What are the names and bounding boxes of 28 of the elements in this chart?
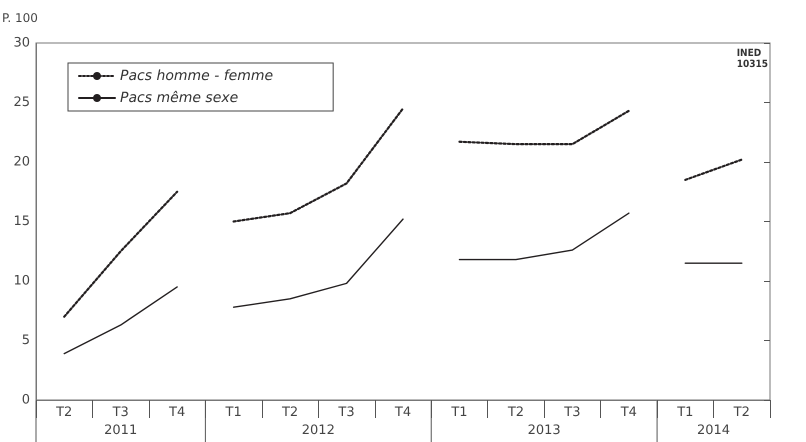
text: 2013 [528,423,561,438]
y-tick-label: 10 [13,274,30,288]
text: 2011 [104,423,138,438]
x-tick-label: T1 [676,405,694,420]
y-tick-label: 30 [13,36,30,50]
x-tick-label: T4 [394,405,412,420]
y-tick-label: 0 [22,392,30,408]
x-tick-label: T2 [506,405,524,420]
y-tick-label: 15 [13,214,30,229]
x-tick-label: T1 [450,405,468,420]
x-tick-label: T3 [112,405,129,420]
x-tick-label: T2 [280,405,298,420]
y-tick-label: 25 [13,95,30,110]
x-tick-label: T4 [620,405,637,420]
text: 2012 [302,423,335,438]
annotation: INED 10315 [736,48,768,70]
x-tick-label: T1 [224,405,242,420]
x-tick-label: T2 [732,405,750,420]
x-tick-label: T3 [563,405,580,420]
y-tick-label: 5 [22,333,30,348]
legend-label: Pacs homme - femme [120,68,274,84]
legend-label: Pacs même sexe [120,90,238,106]
y-tick-label: 20 [13,154,30,170]
x-tick-label: T3 [337,405,355,420]
x-tick-label: T4 [168,405,186,420]
x-tick-label: T2 [55,405,72,420]
text: 2014 [696,423,730,438]
y-axis-title: P. 100 [2,11,38,25]
